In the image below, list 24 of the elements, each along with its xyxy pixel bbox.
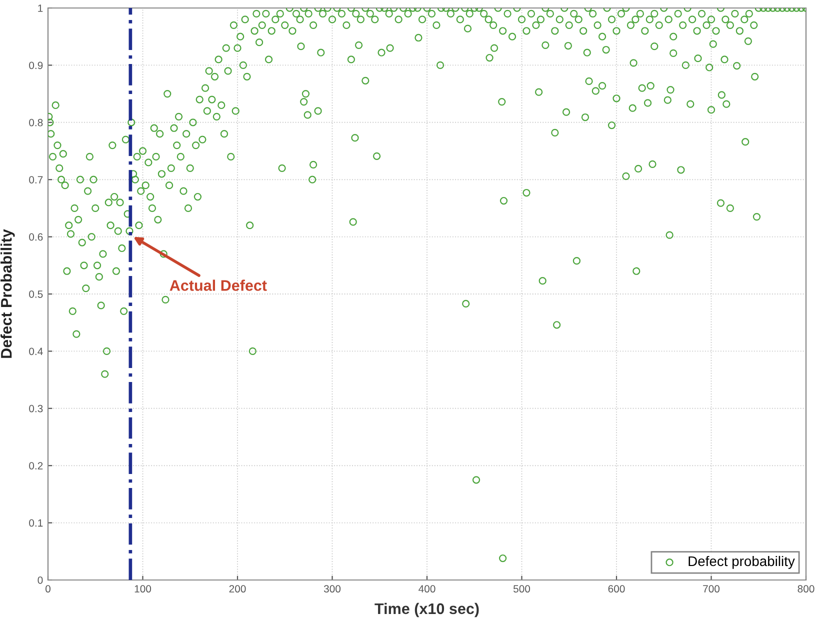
x-tick-label: 700 xyxy=(703,585,720,593)
x-axis-title: Time (x10 sec) xyxy=(374,602,479,618)
x-tick-label: 600 xyxy=(608,585,625,593)
y-tick-label: 0.1 xyxy=(29,519,43,527)
y-tick-label: 0.3 xyxy=(29,404,43,412)
y-tick-label: 0 xyxy=(38,576,43,584)
x-tick-label: 500 xyxy=(513,585,530,593)
x-tick-label: 800 xyxy=(798,585,814,593)
y-axis-title: Defect Probability xyxy=(0,229,15,358)
y-tick-label: 0.6 xyxy=(29,233,43,241)
y-tick-label: 0.5 xyxy=(29,290,43,298)
x-tick-label: 400 xyxy=(418,585,436,593)
legend-label: Defect probability xyxy=(688,556,795,569)
x-tick-label: 300 xyxy=(324,585,341,593)
x-tick-label: 100 xyxy=(134,585,152,593)
annotation: Actual Defect xyxy=(170,280,267,291)
y-tick-label: 0.8 xyxy=(29,118,43,126)
y-tick-label: 1 xyxy=(38,4,43,12)
y-tick-label: 0.2 xyxy=(29,462,43,470)
y-tick-label: 0.4 xyxy=(29,348,43,356)
y-tick-label: 0.9 xyxy=(29,62,43,70)
y-tick-label: 0.7 xyxy=(29,176,43,184)
x-tick-label: 200 xyxy=(229,585,246,593)
x-tick-label: 0 xyxy=(46,585,50,593)
